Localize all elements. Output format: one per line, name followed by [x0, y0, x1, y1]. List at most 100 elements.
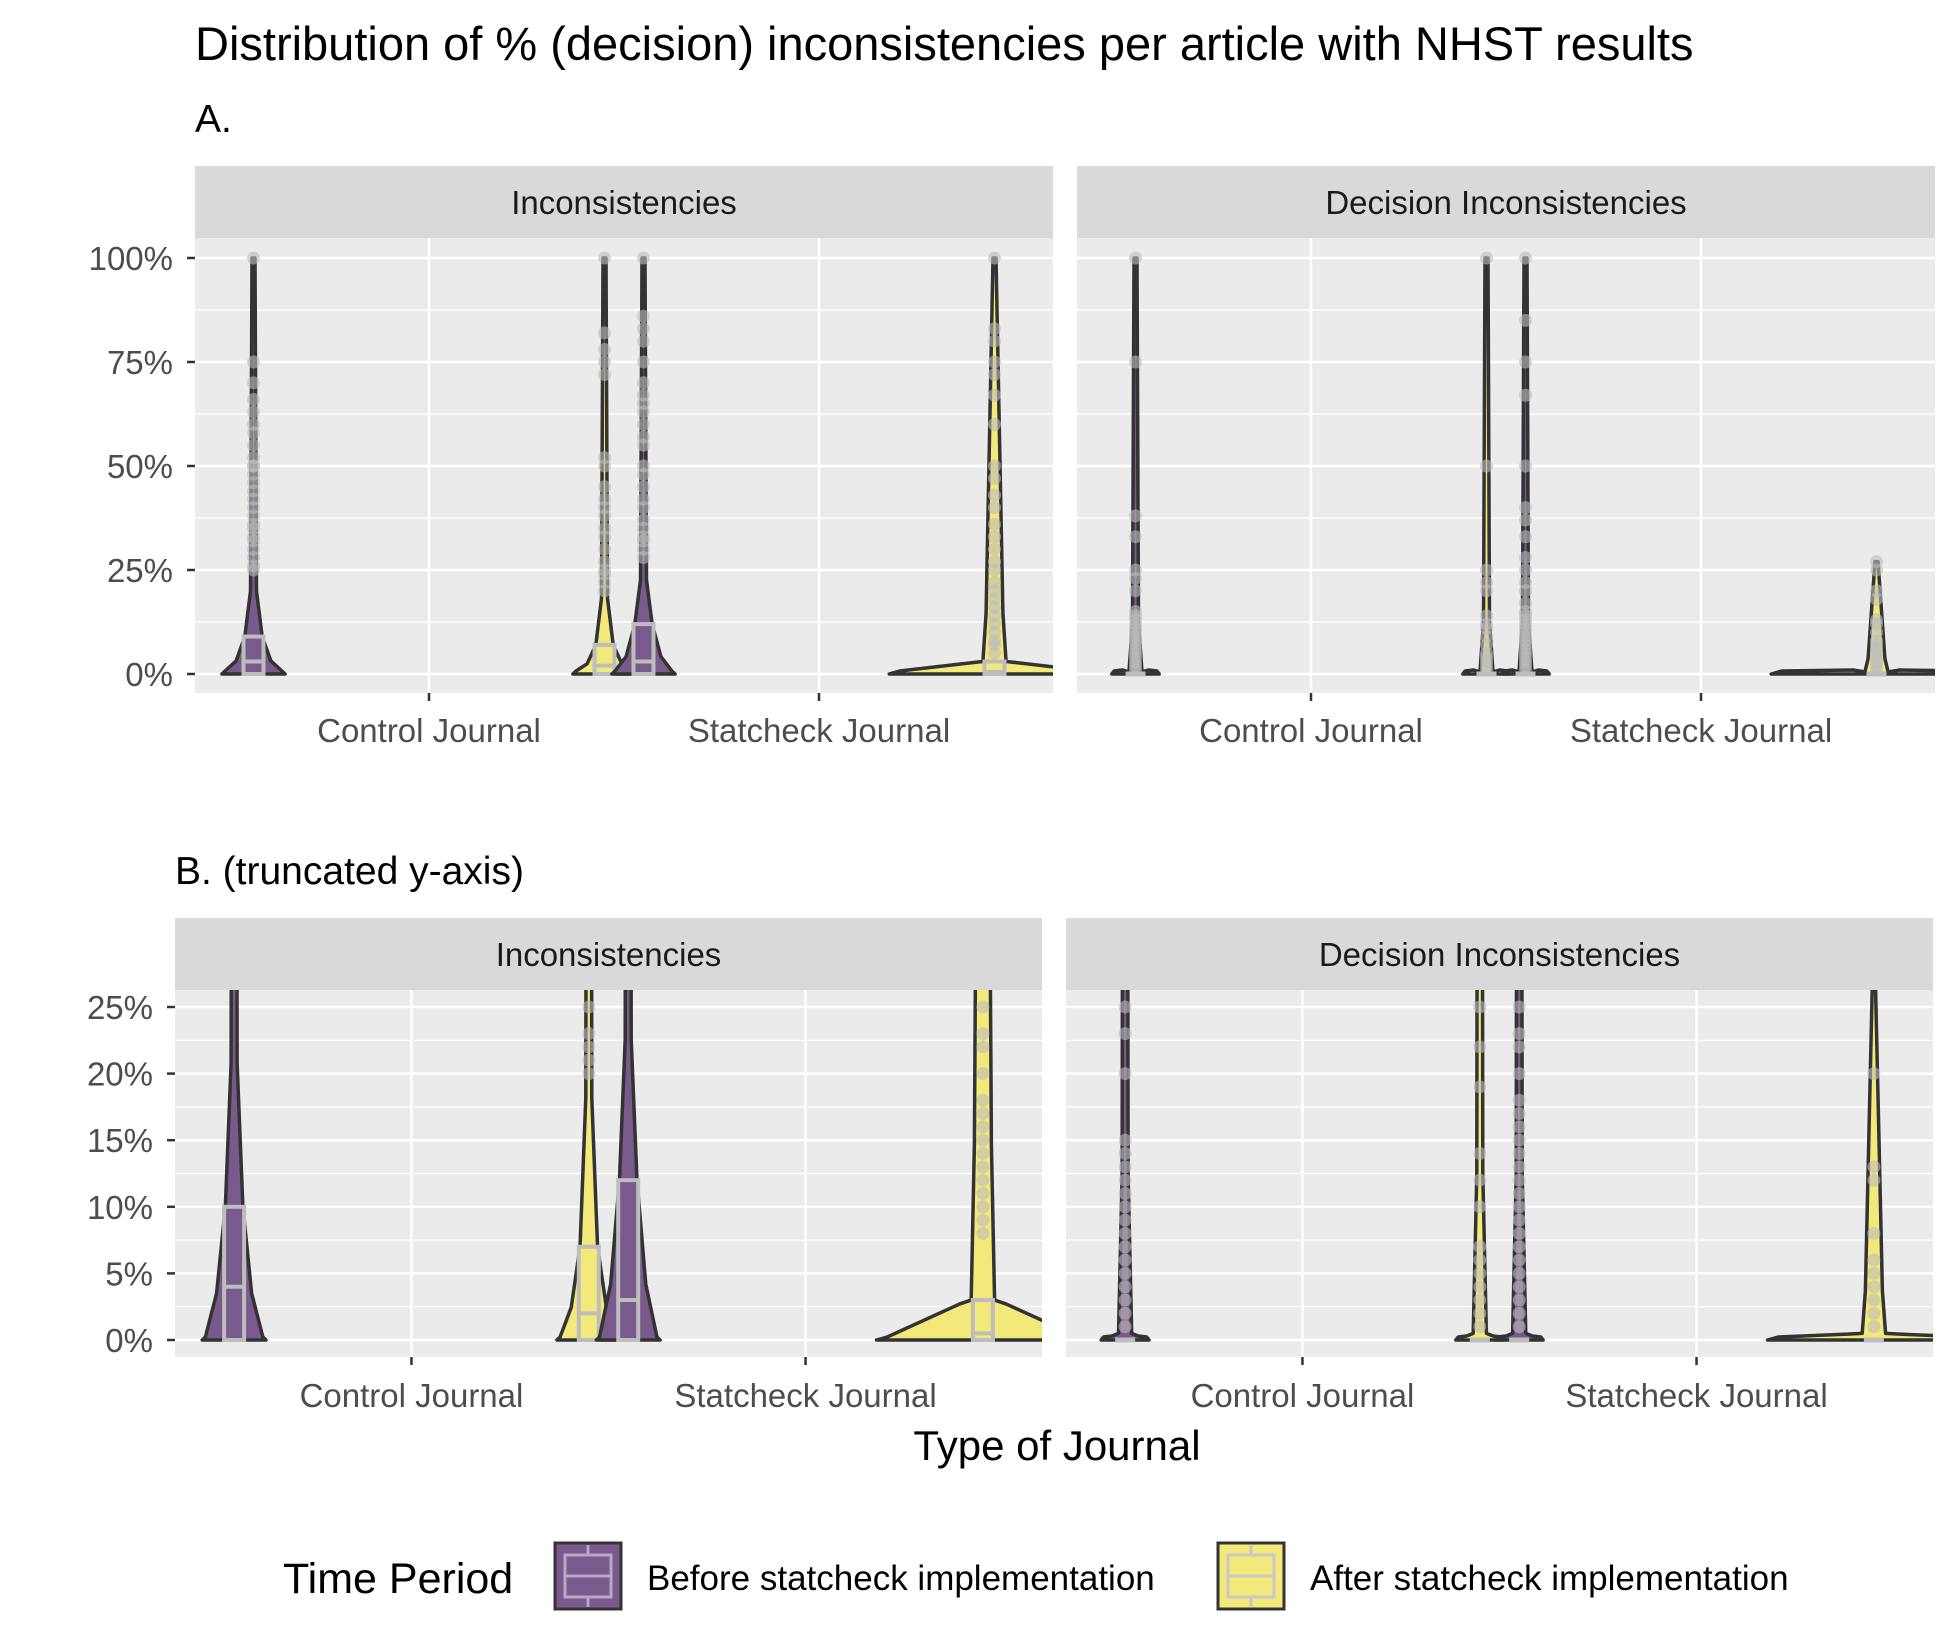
violin-shape — [874, 990, 1042, 1342]
figure-title: Distribution of % (decision) inconsisten… — [195, 17, 1693, 70]
outlier-point — [1512, 1293, 1526, 1307]
outlier-point — [247, 251, 260, 265]
outlier-point — [1118, 1226, 1132, 1240]
outlier-point — [582, 1067, 596, 1081]
outlier-point — [247, 438, 260, 452]
outlier-point — [1519, 596, 1532, 610]
outlier-point — [976, 1160, 990, 1174]
outlier-point — [1118, 1306, 1132, 1320]
violin-after-statcheck — [874, 990, 1042, 1343]
violin-after-statcheck — [887, 251, 1053, 677]
legend-label-before: Before statcheck implementation — [647, 1559, 1155, 1598]
y-tick-label: 25% — [87, 989, 153, 1026]
panel-decision-inconsistencies: Decision Inconsistencies Control Journal S… — [1077, 166, 1935, 749]
outlier-point — [976, 1133, 990, 1147]
facet-strip — [195, 166, 1053, 238]
y-tick-label: 0% — [105, 1322, 153, 1359]
outlier-point — [988, 367, 1001, 381]
outlier-point — [1867, 1226, 1881, 1240]
outlier-point — [1480, 563, 1493, 577]
panel-inconsistencies: Inconsistencies Control Journal Statcheck … — [195, 166, 1053, 749]
x-axis-title: Type of Journal — [913, 1422, 1200, 1469]
outlier-point — [598, 521, 611, 535]
violin-shape — [594, 990, 662, 1342]
outlier-point — [637, 388, 650, 402]
legend-title: Time Period — [283, 1555, 513, 1603]
outlier-point — [1867, 1067, 1881, 1081]
facet-strip-label: Inconsistencies — [496, 936, 722, 973]
outlier-point — [1512, 1200, 1526, 1214]
violin-layer — [220, 251, 1053, 677]
legend-key-after — [1216, 1541, 1286, 1611]
outlier-point — [976, 1186, 990, 1200]
outlier-point — [598, 492, 611, 506]
outlier-point — [976, 1200, 990, 1214]
outlier-point — [582, 1027, 596, 1041]
outlier-point — [1118, 1173, 1132, 1187]
outlier-point — [598, 367, 611, 381]
outlier-point — [598, 542, 611, 556]
outlier-point — [988, 530, 1001, 544]
outlier-point — [1473, 1173, 1487, 1187]
outlier-point — [1867, 1253, 1881, 1267]
outlier-point — [247, 417, 260, 431]
y-tick-label: 20% — [87, 1056, 153, 1093]
outlier-point — [1519, 388, 1532, 402]
outlier-point — [247, 376, 260, 390]
x-tick-label: Control Journal — [1199, 712, 1423, 749]
outlier-point — [1867, 1173, 1881, 1187]
outlier-point — [1118, 1240, 1132, 1254]
outlier-point — [1473, 1306, 1487, 1320]
outlier-point — [1118, 1280, 1132, 1294]
outlier-point — [637, 309, 650, 323]
outlier-point — [976, 1067, 990, 1081]
violin-before-control — [220, 251, 287, 676]
outlier-point — [1870, 584, 1883, 598]
outlier-point — [1473, 1080, 1487, 1094]
outlier-point — [976, 1120, 990, 1134]
outlier-point — [1519, 530, 1532, 544]
outlier-point — [1870, 613, 1883, 627]
outlier-point — [1118, 1213, 1132, 1227]
outlier-point — [988, 488, 1001, 502]
outlier-point — [1870, 555, 1883, 569]
outlier-point — [1480, 251, 1493, 265]
outlier-point — [1512, 1067, 1526, 1081]
outlier-point — [988, 251, 1001, 265]
outlier-point — [988, 322, 1001, 336]
outlier-point — [1519, 563, 1532, 577]
outlier-point — [1512, 1107, 1526, 1121]
outlier-point — [1473, 1320, 1487, 1334]
violin-before-statcheck — [1500, 251, 1551, 677]
outlier-point — [1519, 501, 1532, 515]
outlier-point — [976, 1226, 990, 1240]
outlier-point — [976, 1000, 990, 1014]
outlier-point — [582, 1040, 596, 1054]
outlier-point — [976, 1213, 990, 1227]
outlier-point — [582, 1053, 596, 1067]
outlier-point — [988, 575, 1001, 589]
outlier-point — [637, 430, 650, 444]
outlier-point — [976, 1040, 990, 1054]
x-tick-label: Statcheck Journal — [674, 1377, 936, 1414]
y-tick-label: 10% — [87, 1189, 153, 1226]
outlier-point — [1519, 551, 1532, 565]
outlier-point — [247, 451, 260, 465]
outlier-point — [598, 355, 611, 369]
outlier-point — [1519, 313, 1532, 327]
violin-before-control — [1099, 990, 1151, 1343]
outlier-point — [1512, 1160, 1526, 1174]
outlier-point — [1473, 1200, 1487, 1214]
violin-before-control — [1110, 251, 1161, 677]
panel-inconsistencies: Inconsistencies Control Journal Statcheck … — [175, 918, 1042, 1414]
boxplot-box — [241, 634, 266, 676]
outlier-point — [1129, 584, 1142, 598]
outlier-point — [988, 355, 1001, 369]
violin-after-statcheck — [1765, 990, 1933, 1343]
outlier-point — [1473, 1280, 1487, 1294]
y-tick-label: 0% — [125, 656, 173, 693]
outlier-point — [988, 555, 1001, 569]
boxplot-box — [970, 1298, 995, 1343]
violin-before-statcheck — [594, 990, 662, 1343]
outlier-point — [1512, 1280, 1526, 1294]
